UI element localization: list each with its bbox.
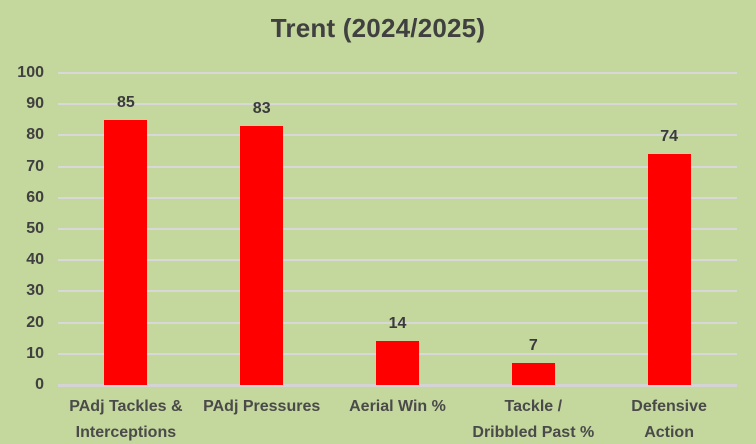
y-axis-tick-label: 100: [17, 64, 44, 81]
x-axis-category-label: PAdj Pressures: [203, 398, 321, 415]
gridline: [58, 321, 737, 324]
y-axis-tick-label: 40: [26, 251, 44, 269]
y-axis-tick-label: 20: [26, 313, 44, 331]
gridline: [58, 228, 737, 230]
x-axis-category-label: PAdj Tackles & Interceptions: [69, 398, 183, 441]
bar: [376, 341, 419, 385]
gridline: [58, 72, 737, 74]
y-axis-tick-label: 80: [26, 126, 44, 144]
bar-value-label: 83: [252, 100, 271, 118]
gridline: [58, 103, 737, 106]
x-axis-line: [58, 384, 737, 387]
gridline: [58, 290, 737, 293]
gridline: [58, 134, 737, 137]
x-axis-category-label: Defensive Action OBV: [631, 398, 707, 441]
bar: [511, 363, 555, 385]
y-axis-tick-label: 50: [26, 220, 44, 237]
x-axis-category-label: Tackle / Dribbled Past %: [472, 398, 595, 441]
y-axis-tick-label: 70: [26, 157, 44, 175]
y-axis-tick-label: 60: [26, 188, 44, 206]
chart-title: Trent (2024/2025): [270, 13, 486, 43]
bar-value-label: 7: [528, 337, 538, 355]
y-axis-tick-label: 30: [26, 282, 44, 300]
x-axis-category-label: Aerial Win %: [349, 398, 446, 415]
y-axis-tick-label: 0: [35, 376, 44, 393]
bar: [104, 119, 148, 385]
y-axis-tick-label: 10: [26, 344, 44, 362]
bar-value-label: 74: [660, 128, 678, 146]
bar: [240, 126, 284, 385]
gridline: [58, 165, 737, 168]
y-axis-tick-label: 90: [26, 95, 44, 113]
bar: [647, 154, 691, 385]
bar-value-label: 14: [388, 315, 407, 333]
gridline: [58, 259, 737, 262]
gridline: [58, 196, 737, 199]
bar-value-label: 85: [117, 93, 135, 111]
